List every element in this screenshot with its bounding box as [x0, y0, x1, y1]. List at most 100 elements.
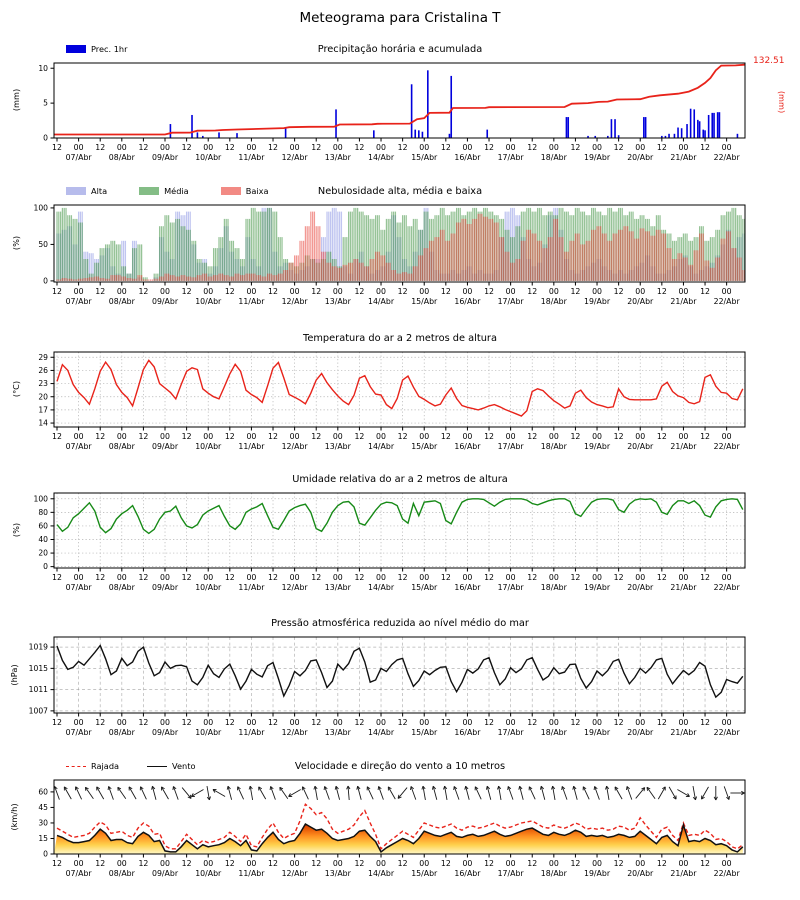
svg-text:00: 00 — [333, 432, 343, 441]
svg-text:12: 12 — [614, 573, 624, 582]
prec1hr-label: Prec. 1hr — [91, 44, 128, 54]
svg-text:19/Abr: 19/Abr — [584, 583, 611, 592]
svg-text:09/Abr: 09/Abr — [152, 153, 179, 162]
svg-text:00: 00 — [549, 143, 559, 152]
rajada-label: Rajada — [91, 761, 120, 771]
cloud-legend: Alta Média Baixa — [66, 186, 268, 196]
svg-text:00: 00 — [160, 287, 170, 296]
svg-text:00: 00 — [290, 432, 300, 441]
svg-text:09/Abr: 09/Abr — [152, 297, 179, 306]
alta-swatch-icon — [66, 187, 86, 195]
svg-text:12: 12 — [354, 432, 364, 441]
cloud-ylabel: (%) — [11, 235, 21, 251]
svg-text:10/Abr: 10/Abr — [195, 583, 222, 592]
svg-text:18/Abr: 18/Abr — [541, 297, 568, 306]
svg-text:14: 14 — [38, 419, 48, 428]
svg-text:00: 00 — [549, 573, 559, 582]
svg-text:12/Abr: 12/Abr — [282, 583, 309, 592]
svg-text:15/Abr: 15/Abr — [411, 583, 438, 592]
svg-text:00: 00 — [678, 859, 688, 868]
svg-text:08/Abr: 08/Abr — [109, 728, 136, 737]
svg-text:12: 12 — [311, 718, 321, 727]
svg-text:12: 12 — [182, 859, 192, 868]
svg-text:08/Abr: 08/Abr — [109, 583, 136, 592]
svg-text:23: 23 — [38, 379, 48, 388]
svg-text:20/Abr: 20/Abr — [627, 442, 654, 451]
svg-text:12: 12 — [52, 432, 62, 441]
svg-text:45: 45 — [38, 803, 48, 812]
svg-text:00: 00 — [635, 859, 645, 868]
wind-ylabel: (km/h) — [9, 803, 19, 831]
svg-text:12: 12 — [268, 718, 278, 727]
svg-text:00: 00 — [117, 287, 127, 296]
svg-text:12: 12 — [225, 718, 235, 727]
svg-text:17/Abr: 17/Abr — [498, 153, 525, 162]
svg-text:12: 12 — [354, 573, 364, 582]
svg-text:12: 12 — [527, 287, 537, 296]
press-series — [56, 644, 744, 699]
page-title: Meteograma para Cristalina T — [299, 10, 501, 26]
svg-text:00: 00 — [246, 718, 256, 727]
svg-text:00: 00 — [419, 143, 429, 152]
svg-text:26: 26 — [38, 366, 48, 375]
svg-text:07/Abr: 07/Abr — [66, 869, 93, 878]
svg-text:80: 80 — [38, 508, 48, 517]
svg-text:00: 00 — [160, 573, 170, 582]
pressure-ylabel: (hPa) — [9, 664, 19, 686]
svg-text:20: 20 — [38, 549, 48, 558]
svg-text:00: 00 — [592, 287, 602, 296]
svg-text:12: 12 — [354, 143, 364, 152]
svg-text:14/Abr: 14/Abr — [368, 297, 395, 306]
svg-text:00: 00 — [462, 859, 472, 868]
svg-text:15/Abr: 15/Abr — [411, 728, 438, 737]
svg-text:12: 12 — [398, 718, 408, 727]
svg-text:0: 0 — [43, 562, 48, 571]
svg-text:12: 12 — [52, 573, 62, 582]
svg-text:12/Abr: 12/Abr — [282, 869, 309, 878]
svg-text:20/Abr: 20/Abr — [627, 297, 654, 306]
svg-text:20/Abr: 20/Abr — [627, 153, 654, 162]
svg-text:12: 12 — [138, 859, 148, 868]
svg-text:12: 12 — [441, 573, 451, 582]
svg-text:00: 00 — [74, 718, 84, 727]
svg-text:12: 12 — [95, 573, 105, 582]
svg-text:00: 00 — [333, 143, 343, 152]
svg-text:15/Abr: 15/Abr — [411, 869, 438, 878]
svg-text:12: 12 — [700, 287, 710, 296]
svg-text:12: 12 — [700, 432, 710, 441]
svg-text:12: 12 — [527, 143, 537, 152]
svg-text:12: 12 — [570, 859, 580, 868]
svg-text:12: 12 — [700, 573, 710, 582]
svg-text:12: 12 — [95, 143, 105, 152]
svg-text:12: 12 — [225, 859, 235, 868]
svg-text:00: 00 — [506, 718, 516, 727]
svg-text:12: 12 — [570, 287, 580, 296]
svg-text:22/Abr: 22/Abr — [714, 297, 741, 306]
rajada-line-icon — [66, 765, 86, 767]
svg-text:1007: 1007 — [29, 706, 48, 715]
wind-series — [54, 785, 745, 854]
svg-text:00: 00 — [333, 573, 343, 582]
svg-text:00: 00 — [506, 143, 516, 152]
svg-text:00: 00 — [333, 718, 343, 727]
svg-text:00: 00 — [462, 287, 472, 296]
svg-text:12: 12 — [354, 859, 364, 868]
svg-text:00: 00 — [722, 859, 732, 868]
precip-legend: Prec. 1hr — [66, 44, 128, 54]
svg-text:16/Abr: 16/Abr — [454, 153, 481, 162]
svg-text:22/Abr: 22/Abr — [714, 869, 741, 878]
svg-text:00: 00 — [419, 573, 429, 582]
svg-text:12: 12 — [657, 432, 667, 441]
svg-text:19/Abr: 19/Abr — [584, 442, 611, 451]
svg-text:07/Abr: 07/Abr — [66, 728, 93, 737]
svg-text:12: 12 — [225, 287, 235, 296]
svg-text:00: 00 — [722, 143, 732, 152]
svg-text:12/Abr: 12/Abr — [282, 442, 309, 451]
svg-text:30: 30 — [38, 819, 48, 828]
svg-text:12: 12 — [527, 859, 537, 868]
svg-text:00: 00 — [592, 143, 602, 152]
svg-text:12/Abr: 12/Abr — [282, 153, 309, 162]
